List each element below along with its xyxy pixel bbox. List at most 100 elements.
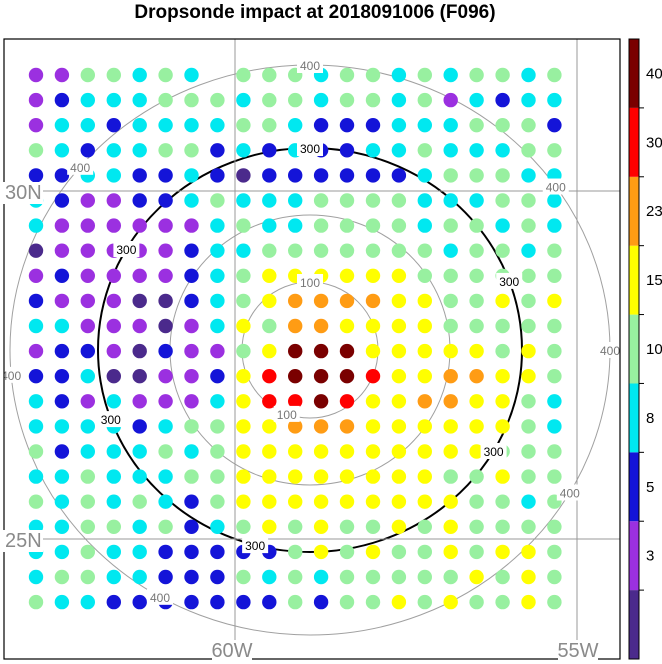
impact-dot [236,218,251,233]
colorbar-frame [628,38,640,660]
impact-dot [236,469,251,484]
impact-dot [106,343,122,359]
impact-dot [80,494,96,509]
impact-dot [391,494,407,509]
impact-dot [313,519,329,534]
impact-dot [339,519,355,534]
impact-dot [80,243,96,258]
impact-dot [80,92,96,108]
impact-dot [339,569,355,585]
impact-dot [313,369,329,384]
impact-dot [262,469,277,484]
impact-dot [417,143,432,158]
impact-dot [262,444,277,459]
impact-dot [158,92,173,108]
impact-dot [469,469,484,484]
impact-dot [547,293,562,309]
impact-dot [417,318,432,334]
impact-dot [495,92,510,108]
impact-dot [443,218,458,233]
impact-dot [28,369,44,384]
impact-dot [469,67,484,83]
impact-dot [158,268,173,283]
impact-dot [106,168,122,183]
impact-dot [210,369,225,384]
impact-dot [495,143,510,158]
impact-dot [262,143,277,158]
impact-dot [495,394,510,409]
impact-dot [339,369,355,384]
impact-dot [288,92,303,108]
impact-dot [54,419,70,434]
impact-dot [132,343,147,359]
impact-dot [236,67,251,83]
impact-dot [106,594,122,610]
impact-dot [469,92,484,108]
impact-dot [184,369,199,384]
chart-title: Dropsonde impact at 2018091006 (F096) [134,2,496,23]
impact-dot [521,519,536,534]
impact-dot [313,469,329,484]
lat-label-30n: 30N [5,182,42,204]
impact-dot [365,343,381,359]
impact-dot [417,569,432,585]
ring-label-400: 400 [546,181,566,195]
impact-dot [417,594,432,610]
impact-dot [132,218,147,233]
impact-dot [184,519,199,534]
impact-dot [106,92,122,108]
impact-dot [80,544,96,560]
impact-dot [210,343,225,359]
ring-label-bg [496,272,523,289]
impact-dot [236,92,251,108]
impact-dot [495,419,510,434]
impact-dot [469,369,484,384]
impact-dot [132,293,147,309]
ring-label-bg [113,241,140,257]
impact-dot [521,168,536,183]
colorbar-segment [629,245,639,315]
impact-dot [236,494,251,509]
impact-dot [158,394,173,409]
impact-dot [339,318,355,334]
impact-dot [313,193,329,208]
impact-dot [469,394,484,409]
impact-dot [210,92,225,108]
impact-dot [28,293,44,309]
impact-dot [210,118,225,133]
impact-dot [469,118,484,133]
colorbar-segment [629,314,639,384]
impact-dot [547,394,562,409]
impact-dot [54,67,70,83]
impact-dot [106,67,122,83]
impact-dot [262,369,277,384]
impact-dot [54,143,70,158]
colorbar-label: 30 [646,134,662,151]
impact-dot [521,469,536,484]
impact-dot [288,193,303,208]
impact-dot [313,318,329,334]
impact-dot [132,569,147,585]
impact-dot [28,143,44,158]
impact-dot [262,318,277,334]
impact-dot [521,193,536,208]
impact-dot [184,594,199,610]
impact-dot [288,594,303,610]
impact-dot [443,168,458,183]
ring-label-bg [67,158,94,175]
impact-dot [417,118,432,133]
impact-dot [54,193,70,208]
impact-dot [365,444,381,459]
impact-dot [158,444,173,459]
impact-dot [158,369,173,384]
impact-dot [28,494,44,509]
impact-dot [365,67,381,83]
impact-dot [54,218,70,233]
impact-dot [54,569,70,585]
impact-dot [365,394,381,409]
impact-dot [391,218,407,233]
impact-dot [443,394,458,409]
impact-dot [339,268,355,283]
impact-dot [521,419,536,434]
impact-dot [547,268,562,283]
